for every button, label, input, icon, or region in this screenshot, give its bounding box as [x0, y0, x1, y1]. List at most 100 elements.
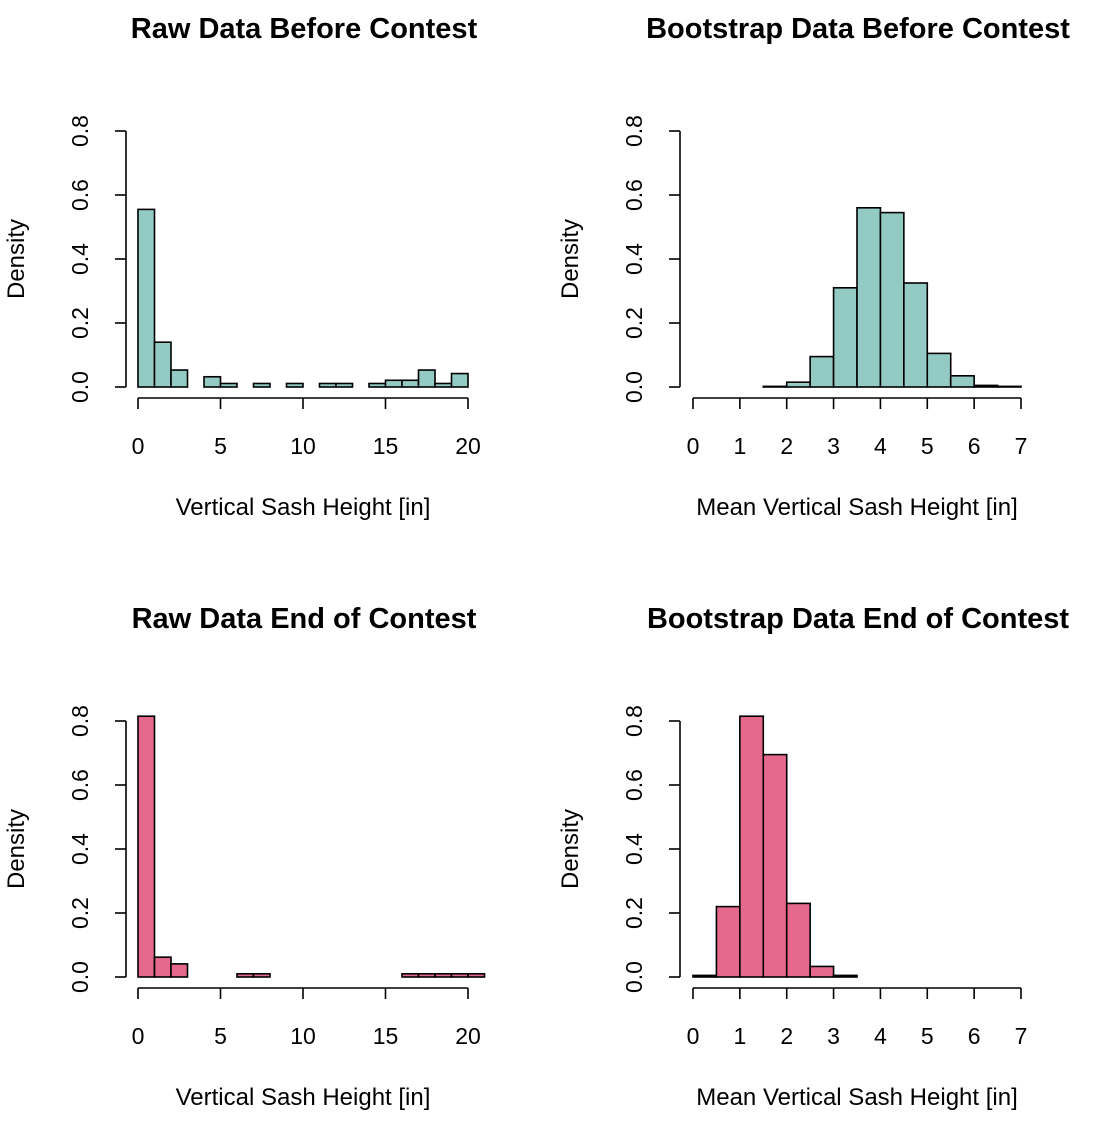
histogram-bar: [285, 382, 304, 388]
x-tick-label: 3: [827, 1023, 840, 1049]
y-tick-label: 0.6: [67, 769, 93, 801]
x-tick-label: 0: [132, 433, 145, 459]
histogram-bar: [137, 715, 156, 978]
histogram-bar: [739, 715, 765, 978]
y-tick-label: 0.8: [621, 705, 647, 737]
y-tick-label: 0.2: [621, 897, 647, 929]
histogram-bar: [236, 972, 255, 978]
histogram-bar: [450, 372, 469, 388]
histogram-bar: [417, 369, 436, 388]
histogram-bar: [170, 963, 189, 978]
x-tick-label: 10: [290, 1023, 316, 1049]
histogram-bar: [996, 385, 1022, 388]
x-tick-label: 4: [874, 1023, 887, 1049]
x-axis-label: Mean Vertical Sash Height [in]: [696, 494, 1018, 521]
histogram-bar: [903, 282, 929, 388]
chart-title: Bootstrap Data Before Contest: [646, 13, 1070, 45]
histogram-bar: [692, 974, 718, 978]
histogram-bar: [368, 382, 387, 388]
x-tick-label: 5: [921, 1023, 934, 1049]
y-tick-label: 0.6: [67, 179, 93, 211]
histogram-bar: [137, 208, 156, 388]
y-tick-label: 0.4: [621, 833, 647, 865]
x-tick-label: 1: [733, 433, 746, 459]
x-tick-label: 20: [455, 1023, 481, 1049]
histogram-bar: [879, 211, 905, 388]
x-tick-label: 20: [455, 433, 481, 459]
x-tick-label: 2: [780, 1023, 793, 1049]
x-tick-label: 15: [373, 1023, 399, 1049]
x-tick-label: 15: [373, 433, 399, 459]
histogram-bar: [153, 341, 172, 388]
y-tick-label: 0.4: [67, 243, 93, 275]
histogram-bar: [832, 286, 858, 388]
y-tick-label: 0.2: [67, 307, 93, 339]
histogram-bar: [203, 375, 222, 388]
y-tick-label: 0.8: [67, 115, 93, 147]
y-tick-label: 0.8: [67, 705, 93, 737]
histogram-panel-3: Raw Data End of Contest 0 5 10 15 20 0.0 0.2 0.4…: [3, 603, 486, 1111]
y-tick-label: 0.2: [621, 307, 647, 339]
x-tick-label: 0: [687, 1023, 700, 1049]
y-tick-label: 0.6: [621, 769, 647, 801]
x-tick-label: 5: [214, 1023, 227, 1049]
histogram-bar: [417, 972, 436, 978]
histogram-bar: [335, 382, 354, 388]
y-tick-label: 0.6: [621, 179, 647, 211]
histogram-panel-2: Bootstrap Data Before Contest 0 1 2 3 4 5 6 7 0.0…: [557, 13, 1070, 521]
x-tick-label: 7: [1015, 1023, 1028, 1049]
histogram-bar: [949, 374, 975, 388]
x-tick-label: 5: [214, 433, 227, 459]
histogram-bar: [401, 972, 420, 978]
x-tick-label: 5: [921, 433, 934, 459]
y-axis-label: Density: [557, 809, 584, 889]
y-axis-label: Density: [3, 219, 30, 299]
histogram-bar: [252, 972, 271, 978]
x-tick-label: 7: [1015, 433, 1028, 459]
histogram-bar: [170, 369, 189, 388]
histogram-bar: [715, 905, 741, 978]
y-tick-label: 0.8: [621, 115, 647, 147]
x-tick-label: 0: [132, 1023, 145, 1049]
histogram-bar: [401, 379, 420, 388]
histogram-bar: [384, 379, 403, 388]
x-tick-label: 6: [968, 1023, 981, 1049]
histogram-bar: [856, 207, 882, 388]
histogram-bar: [450, 972, 469, 978]
histogram-bar: [762, 753, 788, 978]
y-tick-label: 0.0: [621, 371, 647, 403]
x-tick-label: 6: [968, 433, 981, 459]
histogram-bar: [785, 902, 811, 978]
chart-title: Raw Data End of Contest: [132, 603, 477, 635]
x-tick-label: 2: [780, 433, 793, 459]
x-tick-label: 4: [874, 433, 887, 459]
y-tick-label: 0.4: [621, 243, 647, 275]
x-tick-label: 0: [687, 433, 700, 459]
histogram-panel-1: Raw Data Before Contest 0 5 10 15 20 0.0 0.2 0.4…: [3, 13, 481, 521]
histogram-bar: [153, 956, 172, 978]
x-axis-label: Vertical Sash Height [in]: [176, 1084, 431, 1111]
x-axis-label: Vertical Sash Height [in]: [176, 494, 431, 521]
histogram-bar: [434, 972, 453, 978]
y-tick-label: 0.0: [67, 961, 93, 993]
x-tick-label: 1: [733, 1023, 746, 1049]
y-tick-label: 0.0: [621, 961, 647, 993]
histogram-bar: [809, 965, 835, 978]
y-tick-label: 0.2: [67, 897, 93, 929]
y-axis-label: Density: [557, 219, 584, 299]
y-tick-label: 0.4: [67, 833, 93, 865]
histogram-bar: [219, 382, 238, 388]
histogram-bar: [926, 352, 952, 388]
histogram-bar: [762, 385, 788, 388]
y-tick-label: 0.0: [67, 371, 93, 403]
histogram-bar: [318, 382, 337, 388]
histogram-bar: [832, 974, 858, 978]
x-axis-label: Mean Vertical Sash Height [in]: [696, 1084, 1018, 1111]
x-tick-label: 3: [827, 433, 840, 459]
histogram-bar: [434, 382, 453, 388]
chart-title: Raw Data Before Contest: [131, 13, 478, 45]
histogram-bar: [467, 972, 486, 978]
histogram-bar: [973, 384, 999, 388]
x-tick-label: 10: [290, 433, 316, 459]
